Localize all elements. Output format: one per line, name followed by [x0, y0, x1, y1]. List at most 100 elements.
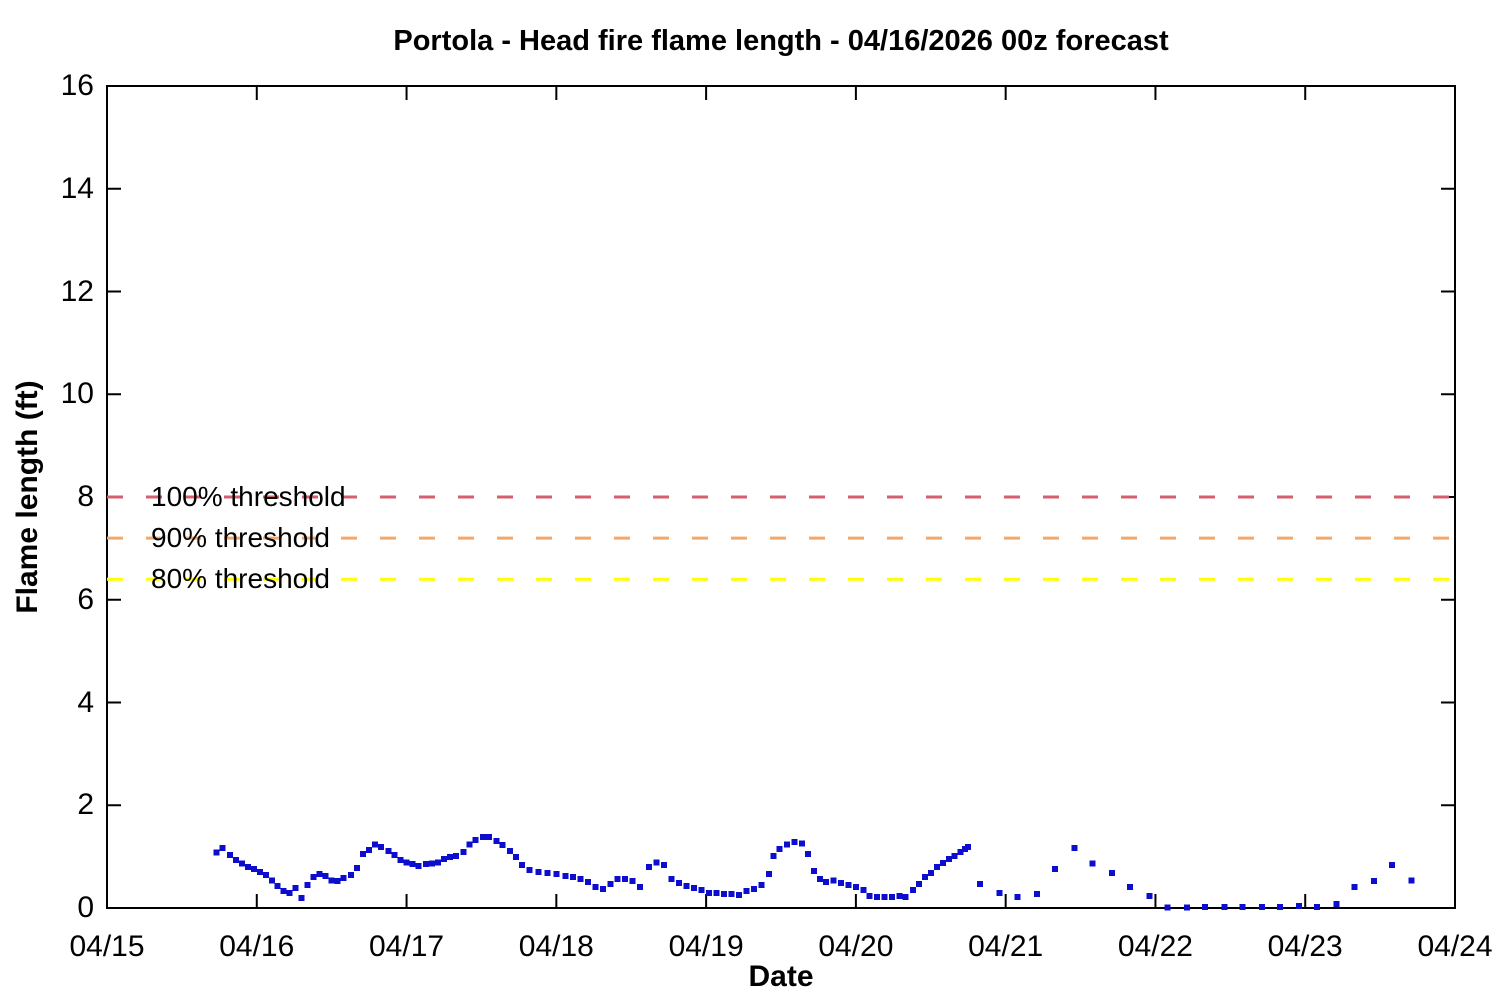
data-point	[499, 841, 506, 848]
data-point	[268, 877, 275, 884]
data-point	[637, 883, 644, 890]
data-point	[951, 853, 958, 860]
y-tick-label: 6	[77, 582, 94, 616]
data-point	[310, 874, 317, 881]
data-point	[1333, 900, 1340, 907]
data-point	[799, 840, 805, 847]
data-point	[721, 891, 728, 898]
data-point	[322, 873, 329, 880]
data-point	[676, 879, 683, 886]
threshold-label: 100% threshold	[151, 481, 346, 512]
data-point	[1314, 904, 1321, 910]
data-point	[238, 860, 245, 867]
data-point	[378, 843, 385, 850]
data-point	[837, 879, 844, 886]
data-point	[728, 891, 735, 898]
data-point	[512, 854, 519, 861]
data-point	[435, 859, 441, 866]
data-point	[1258, 904, 1265, 910]
data-point	[977, 880, 984, 887]
data-point	[535, 869, 542, 875]
x-tick-label: 04/16	[219, 930, 295, 963]
data-point	[776, 845, 783, 852]
y-tick-label: 2	[77, 788, 94, 822]
data-point	[1071, 844, 1078, 851]
data-point	[1052, 866, 1059, 872]
data-point	[1408, 877, 1415, 884]
data-point	[447, 854, 453, 861]
x-tick-label: 04/18	[518, 930, 594, 963]
data-point	[811, 868, 817, 874]
data-point	[493, 838, 500, 845]
data-point	[1183, 904, 1190, 911]
y-tick-label: 12	[60, 274, 94, 308]
data-point	[822, 878, 829, 885]
data-point	[453, 853, 459, 860]
data-point	[698, 887, 705, 893]
data-point	[614, 876, 621, 883]
data-point	[927, 870, 934, 877]
x-tick-label: 04/23	[1267, 930, 1343, 963]
data-point	[340, 875, 347, 882]
x-tick-label: 04/17	[369, 930, 445, 963]
data-point	[629, 877, 636, 884]
data-point	[460, 849, 467, 855]
data-point	[622, 876, 629, 883]
data-point	[909, 887, 916, 893]
data-point	[852, 883, 859, 890]
data-point	[1014, 894, 1021, 901]
data-point	[1034, 891, 1041, 898]
data-point	[758, 881, 765, 888]
data-point	[423, 860, 429, 867]
data-point	[403, 859, 410, 866]
data-point	[256, 869, 263, 875]
data-point	[736, 892, 743, 899]
data-point	[366, 846, 373, 853]
data-point	[262, 872, 269, 879]
data-point	[784, 841, 790, 848]
x-tick-label: 04/15	[69, 930, 145, 963]
data-point	[933, 863, 940, 870]
data-point	[661, 861, 668, 868]
data-point	[766, 871, 772, 878]
data-point	[441, 856, 447, 863]
data-point	[845, 881, 852, 888]
y-tick-label: 4	[77, 685, 94, 719]
data-point	[751, 886, 757, 892]
y-tick-label: 16	[60, 69, 94, 102]
plot-title: Portola - Head fire flame length - 04/16…	[393, 25, 1169, 57]
data-point	[334, 877, 341, 884]
y-tick-label: 0	[77, 891, 94, 924]
y-tick-label: 8	[77, 480, 94, 513]
data-point	[348, 872, 355, 879]
data-point	[866, 893, 873, 900]
data-point	[397, 857, 404, 864]
data-point	[965, 843, 972, 850]
data-point	[562, 873, 569, 880]
data-point	[316, 871, 323, 878]
data-point	[691, 885, 698, 891]
data-point	[1146, 893, 1153, 900]
x-tick-label: 04/20	[818, 930, 894, 963]
data-point	[896, 893, 903, 900]
data-point	[957, 849, 964, 855]
data-point	[646, 863, 653, 870]
data-point	[713, 890, 720, 897]
data-point	[1127, 883, 1133, 890]
data-point	[1351, 883, 1358, 890]
data-point	[526, 867, 533, 873]
data-point	[409, 860, 416, 867]
data-point	[653, 859, 660, 866]
data-point	[1089, 860, 1096, 867]
data-point	[1164, 904, 1171, 911]
data-point	[415, 862, 422, 869]
data-point	[304, 881, 311, 888]
data-point	[577, 876, 584, 883]
data-point	[250, 866, 257, 872]
data-point	[472, 837, 479, 844]
x-tick-label: 04/21	[968, 930, 1044, 963]
data-point	[592, 883, 599, 890]
data-point	[921, 874, 928, 881]
x-axis-label: Date	[748, 960, 814, 993]
